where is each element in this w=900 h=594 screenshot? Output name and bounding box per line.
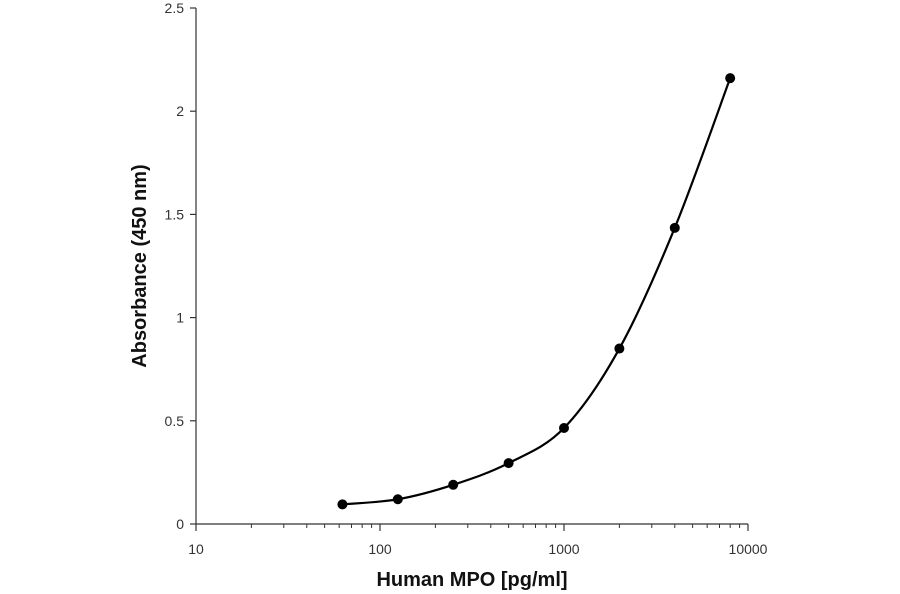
fit-curve — [342, 77, 732, 506]
data-point — [392, 494, 403, 505]
x-tick-label: 10000 — [729, 541, 768, 557]
data-point — [448, 479, 459, 490]
y-tick-label: 2 — [176, 103, 184, 119]
x-axis: 10 100 1000 10000 — [188, 523, 768, 557]
data-point — [503, 458, 514, 469]
data-point — [669, 222, 680, 233]
data-point — [725, 73, 736, 84]
y-axis-title: Absorbance (450 nm) — [129, 164, 151, 367]
data-point — [337, 499, 348, 510]
y-tick-label: 1 — [176, 310, 184, 326]
data-point — [559, 423, 569, 434]
y-tick-label: 0 — [176, 516, 184, 532]
y-tick-label: 0.5 — [165, 413, 185, 429]
x-tick-label: 100 — [368, 541, 392, 557]
y-axis: 0 0.5 1 1.5 2 2.5 — [165, 0, 197, 532]
data-point — [614, 343, 625, 354]
x-tick-label: 1000 — [548, 541, 579, 557]
y-tick-label: 1.5 — [165, 206, 185, 222]
x-axis-title: Human MPO [pg/ml] — [376, 569, 567, 591]
data-points — [337, 73, 736, 510]
x-tick-label: 10 — [188, 541, 204, 557]
y-tick-label: 2.5 — [165, 0, 185, 16]
